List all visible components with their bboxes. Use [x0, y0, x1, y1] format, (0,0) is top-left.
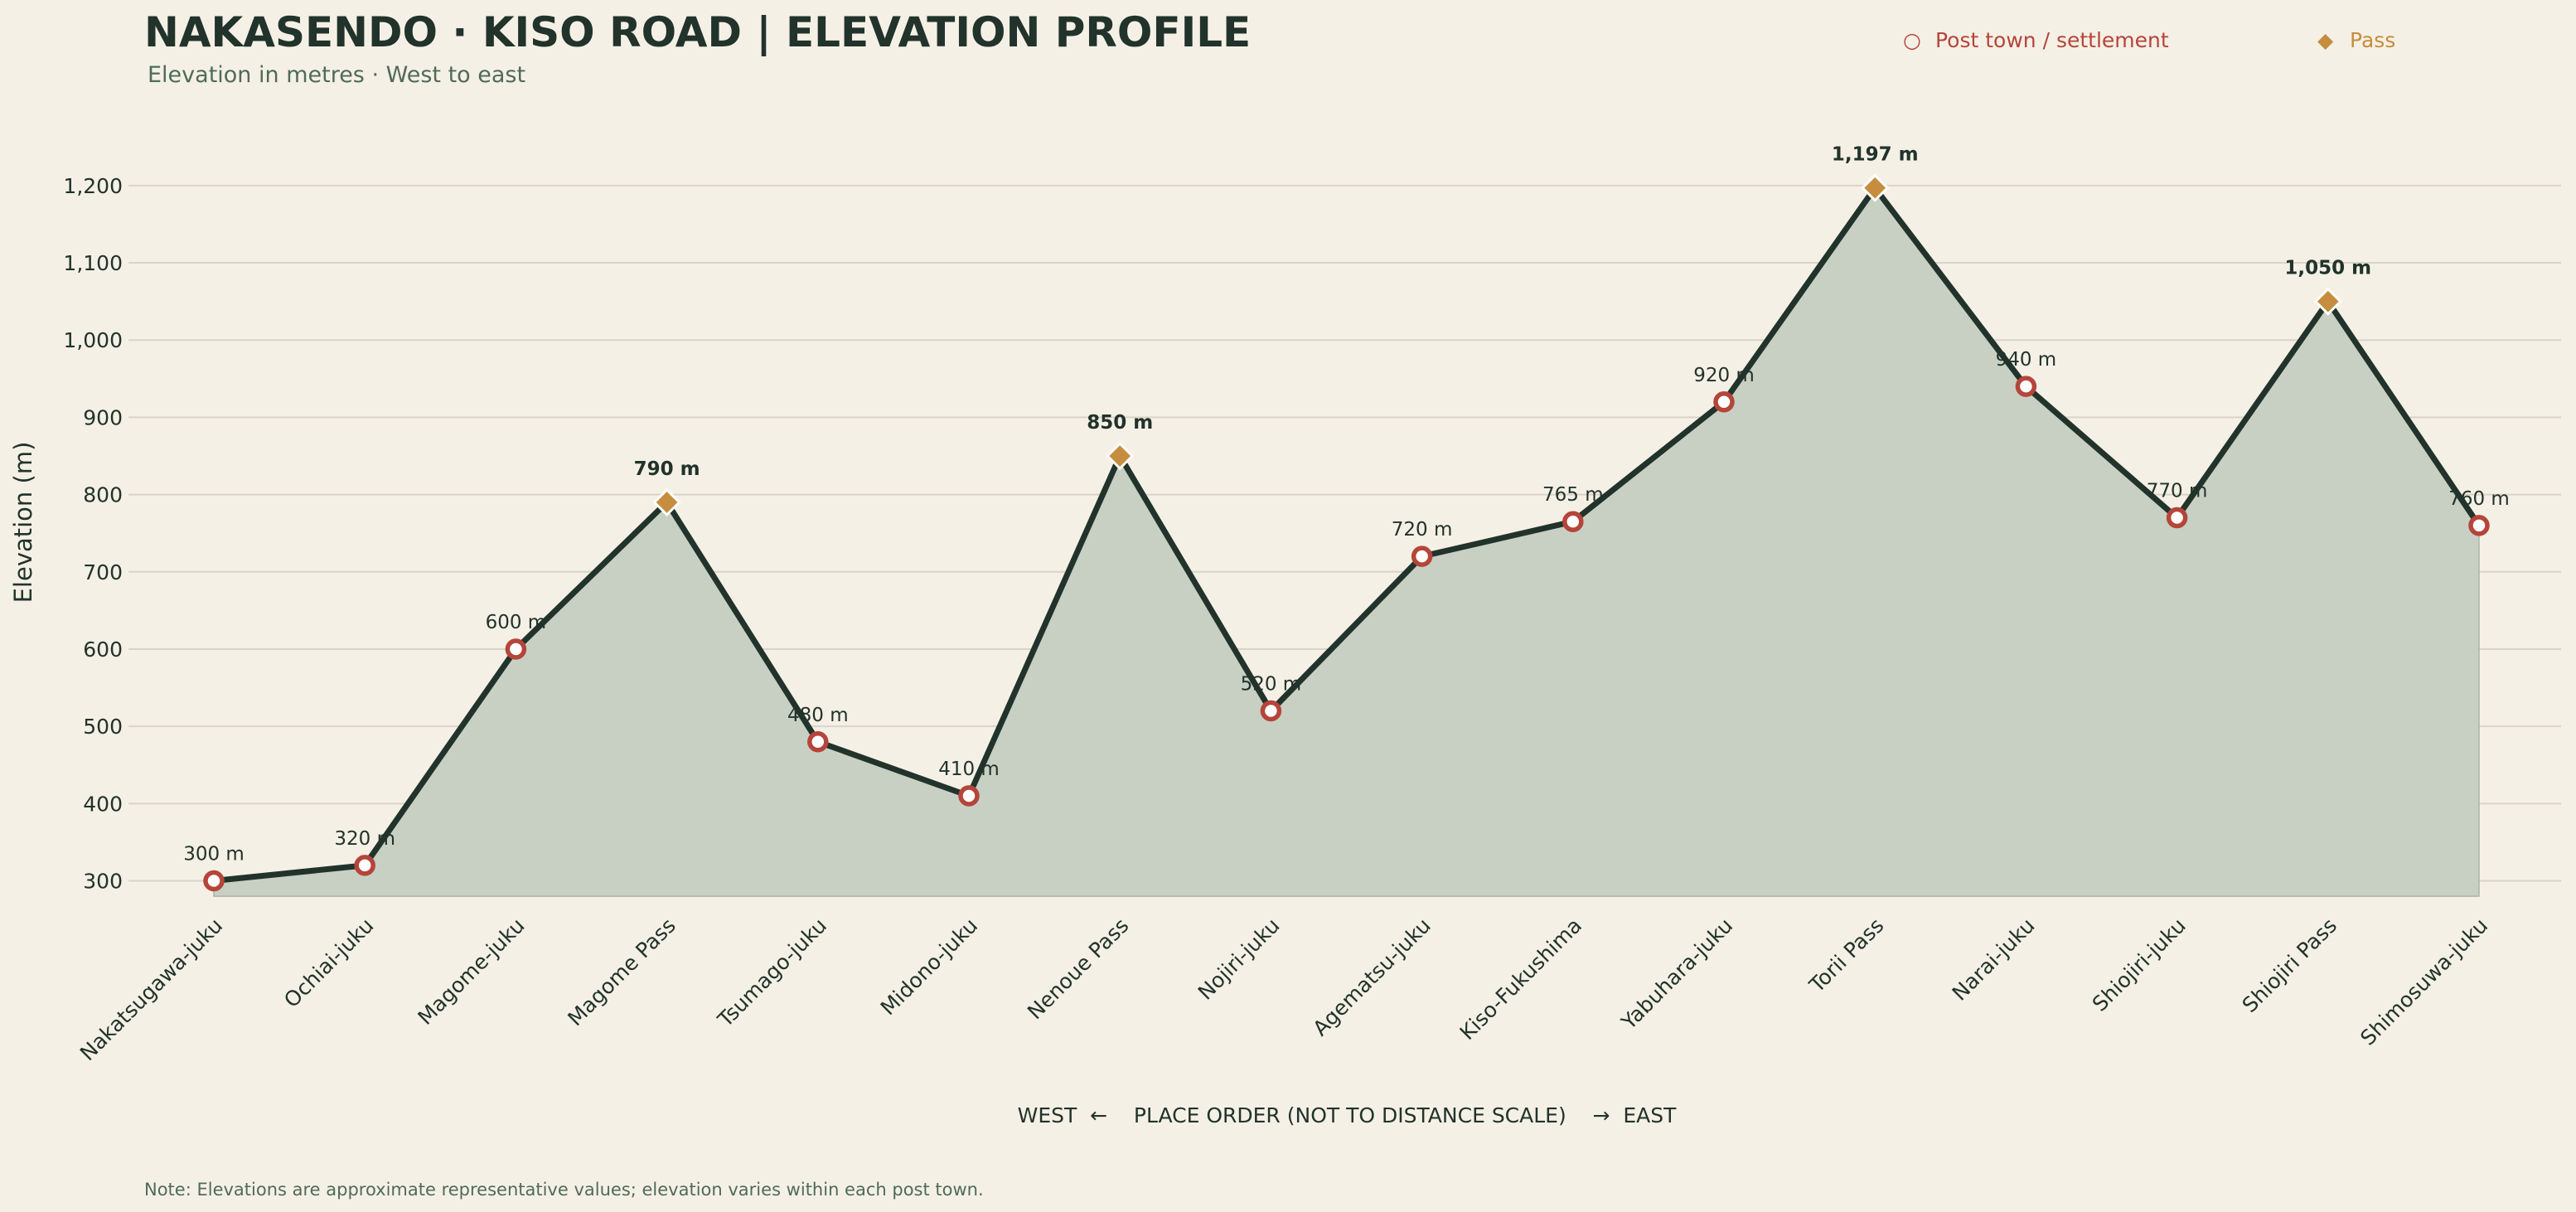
data-label: 300 m — [183, 844, 245, 865]
category-label: Kiso-Fukushima — [1455, 914, 1586, 1045]
town-marker — [1562, 511, 1584, 532]
y-tick-label: 500 — [83, 715, 123, 739]
data-label: 520 m — [1241, 674, 1302, 696]
legend-pass-symbol: ◆ — [2317, 28, 2334, 52]
category-label: Shiojiri Pass — [2238, 914, 2341, 1017]
data-label: 600 m — [486, 612, 547, 633]
category-label: Narai-juku — [1948, 914, 2040, 1006]
pass-marker — [1106, 441, 1135, 471]
chart-title: NAKASENDO · KISO ROAD | ELEVATION PROFIL… — [144, 8, 1251, 56]
y-tick-label: 700 — [83, 560, 123, 584]
data-label: 765 m — [1542, 484, 1604, 506]
town-marker — [203, 870, 225, 892]
area-layer — [213, 187, 2480, 897]
y-axis-label: Elevation (m) — [9, 442, 37, 604]
y-tick-label: 800 — [83, 483, 123, 507]
y-tick-label: 1,200 — [63, 174, 123, 198]
data-labels: 300 m 320 m 600 m 790 m 480 m 410 m 850 m 520 m… — [183, 144, 2510, 865]
data-label: 920 m — [1693, 365, 1755, 386]
elevation-area — [213, 187, 2480, 897]
town-marker — [2166, 507, 2188, 529]
data-label: 940 m — [1996, 349, 2057, 371]
category-label: Agematsu-juku — [1308, 914, 1435, 1040]
town-marker — [1260, 700, 1282, 722]
elevation-line — [213, 185, 2482, 884]
footnote: Note: Elevations are approximate represe… — [144, 1180, 984, 1200]
legend: ○ Post town / settlement ◆ Pass — [1903, 28, 2395, 52]
data-label: 410 m — [938, 759, 1000, 780]
data-label: 1,197 m — [1832, 144, 1919, 166]
y-tick-label: 1,100 — [63, 251, 123, 275]
line-layer — [213, 185, 2482, 884]
legend-town-symbol: ○ — [1903, 28, 1921, 52]
y-tick-label: 1,000 — [63, 328, 123, 352]
y-tick-label: 300 — [83, 870, 123, 894]
category-label: Nojiri-juku — [1194, 914, 1285, 1005]
category-label: Magome Pass — [563, 914, 680, 1030]
markers — [203, 173, 2490, 892]
town-marker — [1713, 391, 1735, 413]
pass-marker — [2313, 287, 2342, 316]
data-label: 480 m — [787, 705, 849, 726]
town-marker — [354, 855, 375, 876]
data-label: 790 m — [634, 458, 700, 480]
category-label: Ochiai-juku — [279, 914, 378, 1012]
legend-town-label: Post town / settlement — [1935, 28, 2169, 52]
town-marker — [2015, 376, 2037, 397]
y-tick-label: 600 — [83, 638, 123, 662]
category-label: Magome-juku — [414, 914, 530, 1030]
data-label: 1,050 m — [2284, 258, 2371, 279]
category-label: Nakatsugawa-juku — [75, 914, 227, 1065]
data-label: 720 m — [1392, 519, 1453, 541]
category-label: Tsumago-juku — [713, 914, 831, 1032]
pass-marker — [1861, 173, 1890, 202]
y-tick-label: 900 — [83, 405, 123, 429]
category-label: Yabuhara-juku — [1616, 914, 1737, 1035]
data-label: 760 m — [2448, 488, 2510, 510]
category-label: Shimosuwa-juku — [2356, 914, 2492, 1050]
town-marker — [1411, 545, 1433, 567]
data-label: 770 m — [2147, 481, 2208, 502]
town-marker — [2468, 515, 2490, 536]
category-label: Midono-juku — [876, 914, 982, 1020]
town-marker — [505, 638, 527, 660]
town-marker — [807, 731, 829, 753]
pass-marker — [652, 487, 681, 517]
x-axis-categories: Nakatsugawa-juku Ochiai-juku Magome-juku Ma… — [75, 914, 2492, 1065]
data-label: 320 m — [334, 828, 395, 850]
legend-pass-label: Pass — [2350, 28, 2395, 52]
y-tick-label: 400 — [83, 792, 123, 816]
chart-subtitle: Elevation in metres · West to east — [148, 62, 525, 88]
y-axis-ticks: 300 400 500 600 700 800 900 1,000 1,100 1,200 — [63, 174, 123, 894]
category-label: Shiojiri-juku — [2088, 914, 2191, 1016]
town-marker — [958, 785, 980, 807]
data-label: 850 m — [1087, 412, 1153, 434]
category-label: Torii Pass — [1804, 914, 1889, 998]
category-label: Nenoue Pass — [1023, 914, 1133, 1024]
x-axis-label: WEST ← PLACE ORDER (NOT TO DISTANCE SCAL… — [1018, 1103, 1678, 1127]
